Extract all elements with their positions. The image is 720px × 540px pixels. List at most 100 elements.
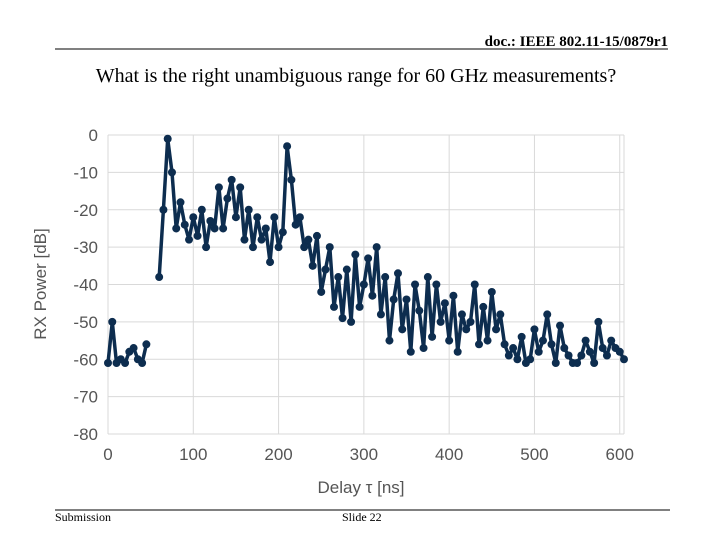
footer-left: Submission — [55, 510, 111, 524]
data-point — [483, 336, 492, 345]
data-point — [312, 231, 321, 240]
data-point — [547, 340, 556, 349]
doc-id: doc.: IEEE 802.11-15/0879r1 — [485, 34, 668, 50]
data-point — [440, 299, 449, 308]
data-point — [227, 175, 236, 184]
data-point — [334, 273, 343, 282]
data-point — [338, 314, 347, 323]
data-point — [295, 213, 304, 222]
data-point — [428, 332, 437, 341]
data-point — [462, 325, 471, 334]
x-tick-label: 200 — [264, 445, 292, 464]
data-point — [189, 213, 198, 222]
data-point — [231, 213, 240, 222]
data-point — [172, 224, 181, 233]
data-point — [266, 258, 275, 267]
data-point — [607, 336, 616, 345]
data-point — [615, 347, 624, 356]
plot: 0 -10 -20 -30 -40 -50 -60 -70 -80 0 100 200 300 400 50… — [73, 126, 634, 464]
data-point — [372, 243, 381, 252]
data-point — [457, 310, 466, 319]
data-point — [180, 220, 189, 229]
data-point — [257, 235, 266, 244]
data-point — [206, 216, 215, 225]
data-point — [620, 355, 628, 364]
data-point — [291, 220, 300, 229]
data-point — [492, 325, 501, 334]
x-tick-label: 600 — [606, 445, 634, 464]
data-point — [453, 347, 462, 356]
data-point — [479, 302, 488, 311]
data-point — [193, 231, 202, 240]
data-point — [274, 243, 283, 252]
data-point — [261, 224, 270, 233]
data-point — [108, 317, 117, 326]
data-point — [176, 198, 185, 207]
data-point — [278, 228, 287, 237]
data-point — [342, 265, 351, 274]
y-tick-label: -70 — [73, 388, 98, 407]
data-point — [496, 310, 505, 319]
data-point — [253, 213, 262, 222]
data-point — [517, 332, 526, 341]
data-point — [355, 302, 364, 311]
y-tick-label: -20 — [73, 201, 98, 220]
data-point — [406, 347, 415, 356]
data-point — [129, 344, 138, 353]
data-point — [121, 358, 130, 367]
x-axis-label: Delay τ [ns] — [317, 478, 404, 497]
data-point — [585, 347, 594, 356]
data-point — [308, 261, 317, 270]
y-tick-label: -30 — [73, 238, 98, 257]
data-point — [138, 358, 147, 367]
data-point — [240, 235, 249, 244]
data-point — [300, 243, 309, 252]
data-point — [304, 235, 313, 244]
data-point — [385, 336, 394, 345]
data-point — [393, 269, 402, 278]
x-tick-label: 100 — [179, 445, 207, 464]
data-point — [402, 295, 411, 304]
data-point — [159, 205, 168, 214]
data-point — [155, 273, 164, 282]
data-point — [347, 317, 356, 326]
y-tick-label: -10 — [73, 163, 98, 182]
data-point — [163, 134, 172, 143]
data-point — [411, 280, 420, 289]
data-point — [543, 310, 552, 319]
data-point — [602, 351, 611, 360]
data-point — [244, 205, 253, 214]
data-point — [330, 302, 339, 311]
data-point — [248, 243, 257, 252]
data-point — [415, 306, 424, 315]
data-point — [581, 336, 590, 345]
data-point — [432, 280, 441, 289]
data-point — [142, 340, 151, 349]
footer-center: Slide 22 — [342, 510, 382, 524]
slide-title: What is the right unambiguous range for … — [96, 65, 617, 87]
y-tick-label: -40 — [73, 276, 98, 295]
data-point — [202, 243, 211, 252]
data-point — [573, 358, 582, 367]
data-point — [475, 340, 484, 349]
data-point — [321, 265, 330, 274]
data-point — [538, 336, 547, 345]
data-point — [287, 175, 296, 184]
data-point — [504, 351, 513, 360]
data-point — [598, 344, 607, 353]
data-point — [556, 321, 565, 330]
data-point — [526, 355, 535, 364]
x-tick-label: 500 — [520, 445, 548, 464]
data-point — [594, 317, 603, 326]
y-tick-label: -50 — [73, 313, 98, 332]
data-point — [513, 355, 522, 364]
data-point — [534, 347, 543, 356]
y-axis-label: RX Power [dB] — [31, 228, 50, 340]
data-point — [364, 254, 373, 263]
data-point — [590, 358, 599, 367]
data-point — [445, 336, 454, 345]
data-point — [317, 287, 326, 296]
data-point — [197, 205, 206, 214]
data-point — [223, 194, 232, 203]
